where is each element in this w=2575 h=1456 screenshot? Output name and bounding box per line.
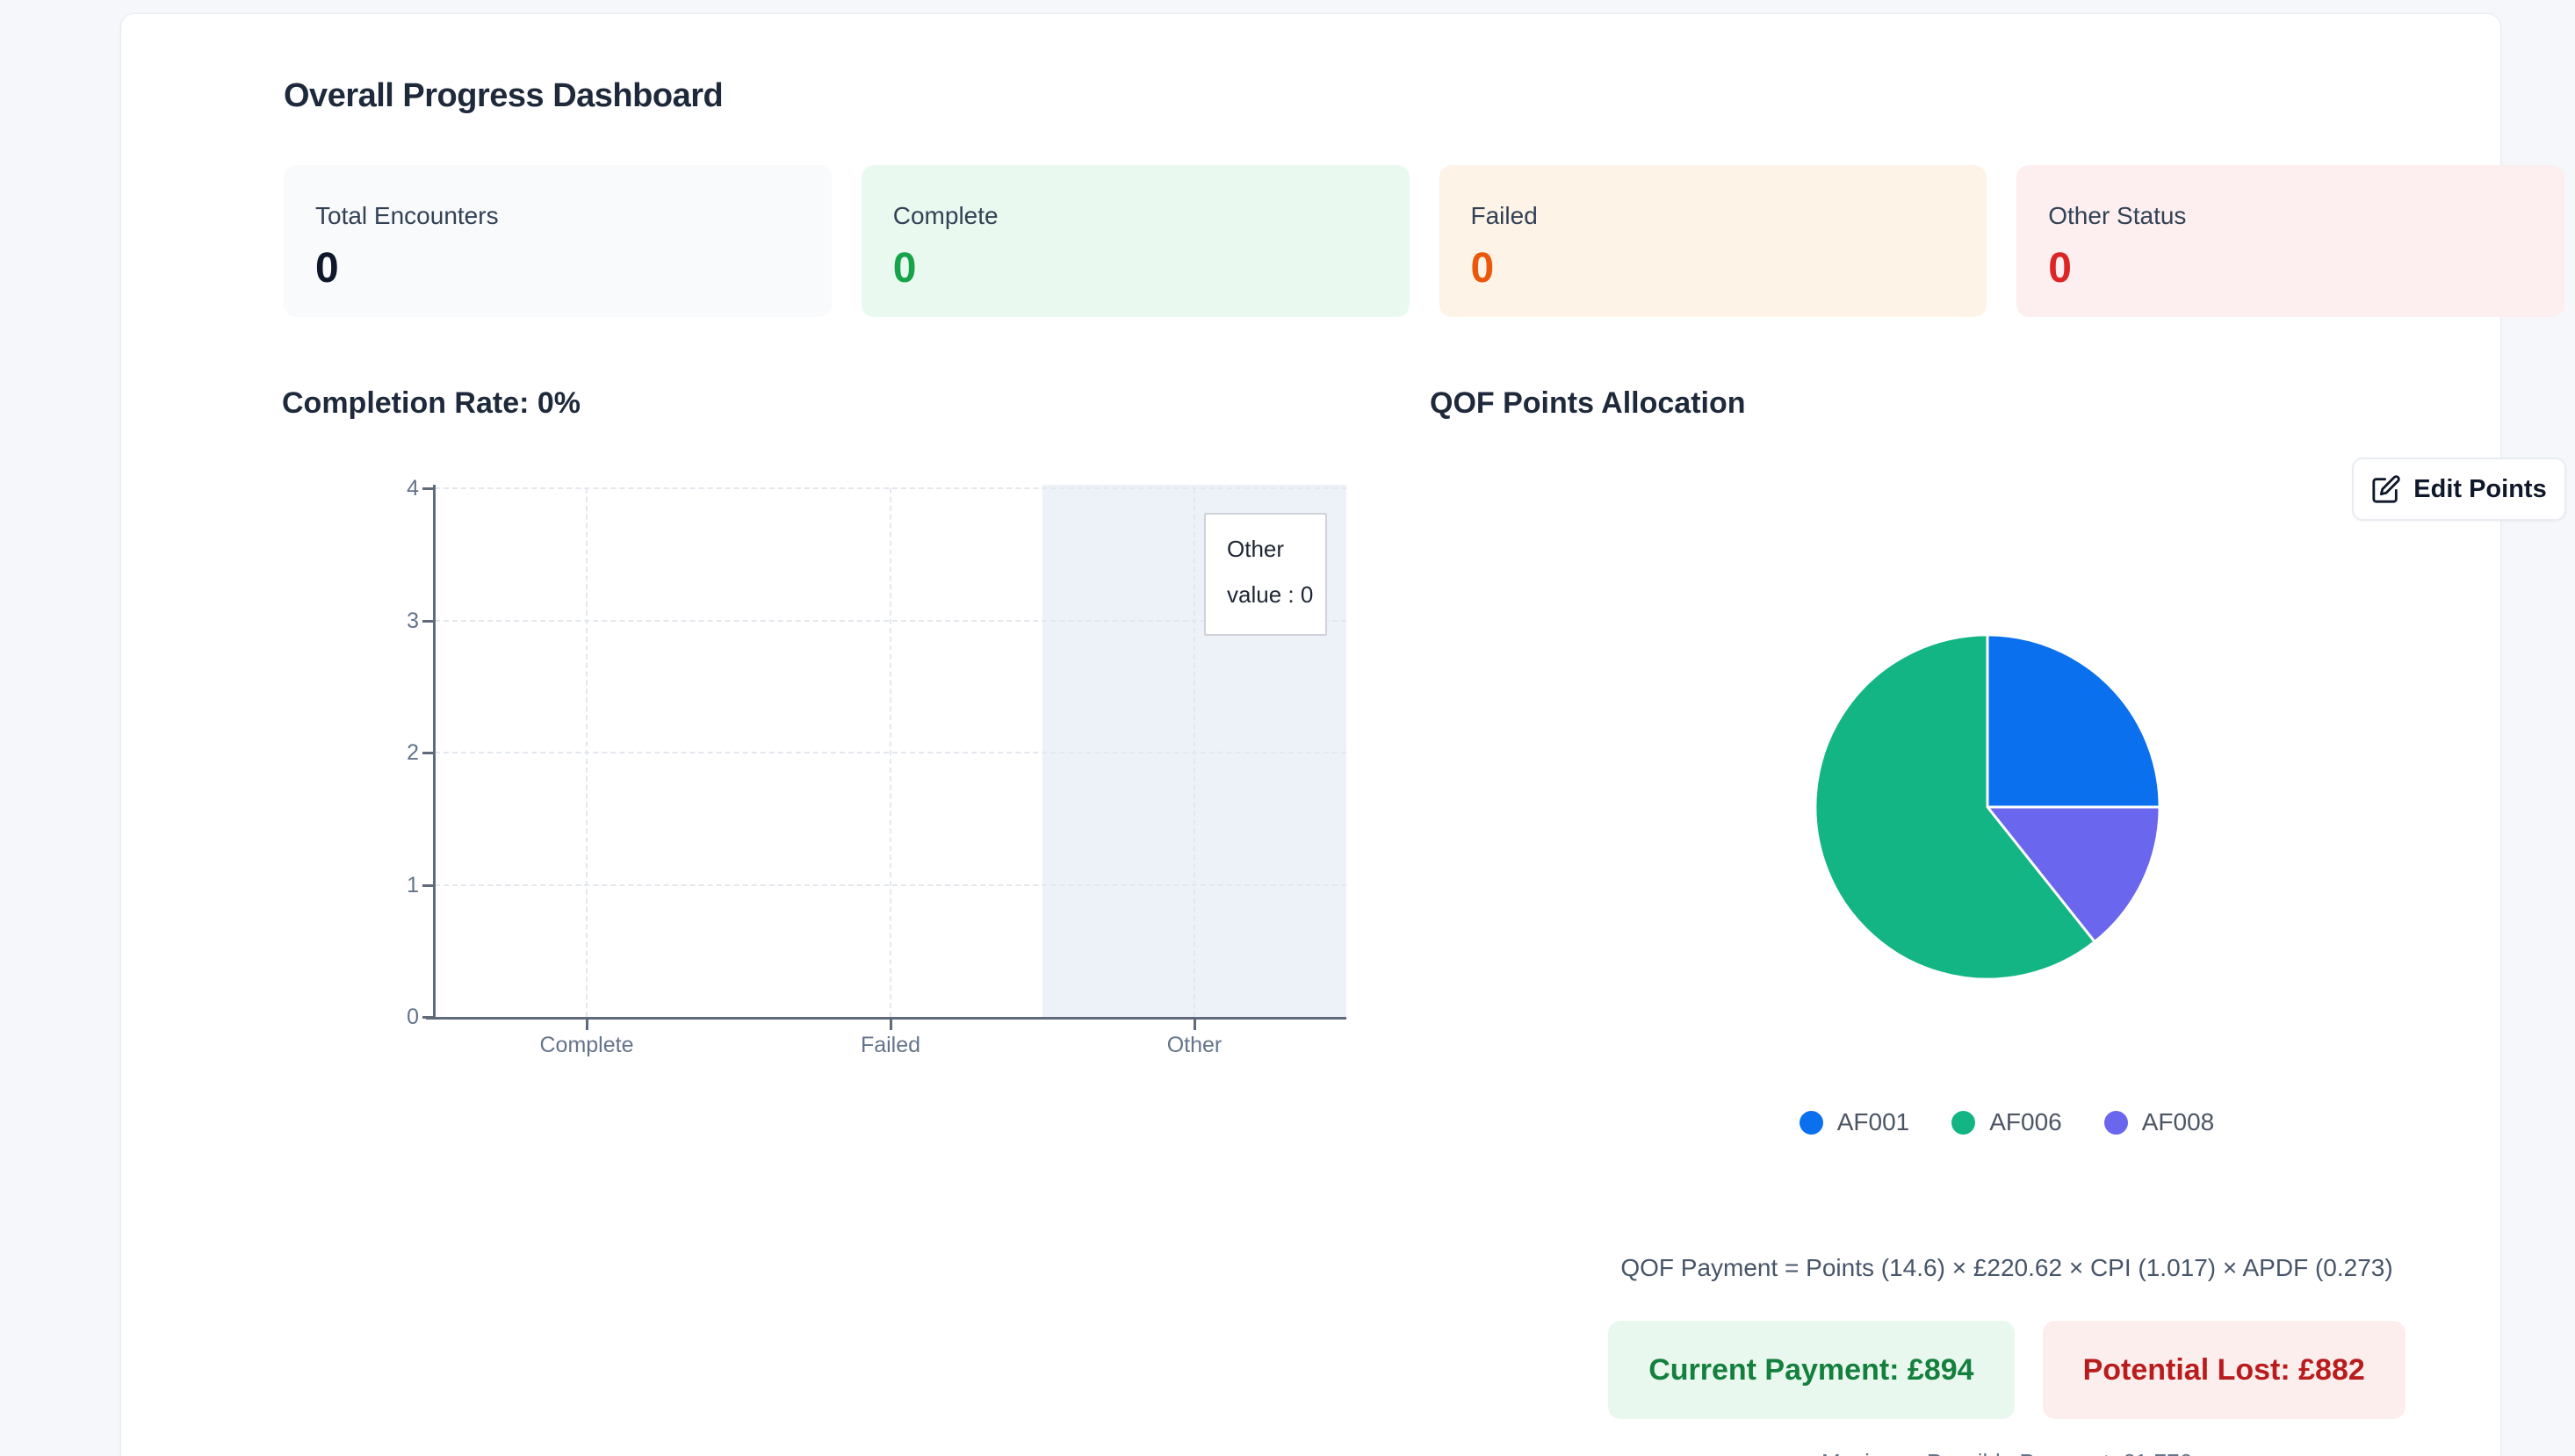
stat-label: Failed [1470,202,1538,229]
y-axis-tick-label: 4 [407,476,419,501]
stat-card-other-status: Other Status 0 [2016,165,2564,317]
stat-card-complete: Complete 0 [861,165,1410,317]
payment-row: Current Payment: £894 Potential Lost: £8… [1447,1321,2566,1419]
stat-label: Complete [892,202,999,229]
stat-value: 0 [2048,245,2072,292]
legend-dot-icon [2103,1110,2128,1135]
chart-tooltip: Other value : 0 [1204,513,1327,636]
y-axis-tick-label: 3 [407,608,419,633]
stat-card-failed: Failed 0 [1439,165,1987,317]
qof-points-heading: QOF Points Allocation [1430,386,1746,420]
pie-slice-af001[interactable] [1986,633,2161,809]
stat-label: Other Status [2048,202,2187,229]
stats-row: Total Encounters 0 Complete 0 Failed 0 Other S… [284,165,2564,317]
qof-formula-text: QOF Payment = Points (14.6) × £220.62 × … [1620,1254,2393,1281]
current-payment-badge: Current Payment: £894 [1608,1321,2015,1419]
legend-item-af001[interactable]: AF001 [1799,1108,1910,1136]
legend-item-af008[interactable]: AF008 [2103,1108,2215,1136]
tooltip-category: Other [1227,536,1285,562]
potential-lost-badge: Potential Lost: £882 [2042,1321,2405,1419]
edit-points-button[interactable]: Edit Points [2352,458,2566,521]
pie-legend: AF001 AF006 AF008 [1787,1108,2226,1136]
legend-label: AF006 [1989,1108,2062,1135]
legend-item-af006[interactable]: AF006 [1951,1108,2062,1136]
pie-slice-af008[interactable] [1986,805,2161,943]
legend-label: AF001 [1836,1108,1910,1135]
page-title: Overall Progress Dashboard [284,77,724,114]
x-axis-tick-label: Complete [539,1033,634,1057]
stat-value: 0 [315,245,339,292]
legend-label: AF008 [2141,1108,2215,1135]
stat-value: 0 [1470,245,1495,292]
qof-pie-chart[interactable] [1812,631,2163,983]
stat-value: 0 [892,245,917,292]
edit-points-label: Edit Points [2413,474,2547,503]
y-axis-tick-label: 1 [407,872,419,897]
x-axis-tick-label: Other [1166,1033,1223,1057]
completion-bar-chart[interactable]: 0 1 2 3 4 Complete Failed Other Other value : 0 [407,476,1346,1057]
y-axis [433,485,436,1017]
edit-pencil-square-icon [2371,474,2401,504]
dashboard-panel: Overall Progress Dashboard Total Encount… [120,13,2566,1456]
legend-dot-icon [1951,1110,1976,1135]
x-axis-tick-label: Failed [860,1033,921,1057]
max-payment-text: Maximum Possible Payment: £1,776 [1447,1449,2566,1456]
stat-card-total-encounters: Total Encounters 0 [284,165,832,317]
legend-dot-icon [1799,1110,1823,1135]
x-axis [426,1017,1346,1020]
y-axis-tick-label: 2 [407,740,419,765]
stat-label: Total Encounters [315,202,499,229]
completion-rate-heading: Completion Rate: 0% [282,386,581,420]
pie-slice-af006[interactable] [1814,633,2096,981]
y-axis-tick-label: 0 [407,1005,419,1029]
tooltip-value: value : 0 [1227,581,1314,608]
